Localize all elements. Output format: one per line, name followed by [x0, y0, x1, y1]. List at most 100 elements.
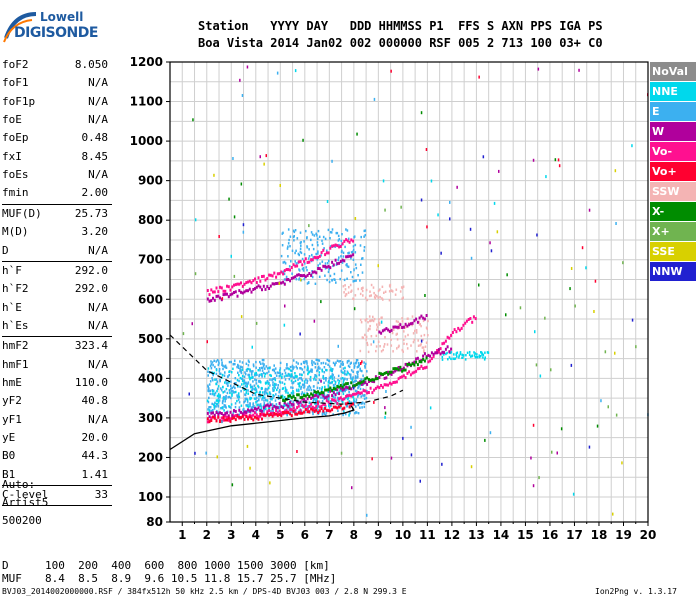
- trace-point: [343, 387, 346, 391]
- echo-trace: [206, 253, 355, 303]
- noise-point: [246, 444, 249, 448]
- noise-point: [594, 279, 597, 283]
- trace-point: [465, 319, 468, 323]
- trace-point: [338, 245, 341, 249]
- trace-point: [332, 244, 335, 248]
- trace-point: [427, 360, 430, 364]
- echo-point: [376, 323, 378, 326]
- echo-point: [263, 390, 266, 394]
- echo-point: [269, 384, 271, 387]
- x-tick-label: 11: [419, 528, 436, 542]
- trace-point: [411, 321, 414, 325]
- noise-point: [194, 218, 197, 222]
- echo-point: [372, 286, 375, 289]
- echo-point: [222, 385, 224, 389]
- echo-point: [281, 381, 284, 384]
- echo-point: [382, 298, 384, 301]
- echo-point: [287, 245, 289, 248]
- echo-point: [252, 403, 254, 406]
- trace-point: [394, 325, 397, 329]
- trace-point: [357, 391, 360, 394]
- echo-point: [268, 406, 271, 409]
- param-row: C-level 33: [2, 486, 110, 504]
- d-row: D 100 200 400 600 800 1000 1500 3000 [km]: [2, 559, 330, 572]
- echo-point: [353, 366, 356, 369]
- echo-point: [335, 281, 337, 284]
- echo-point: [379, 345, 381, 348]
- echo-point: [422, 338, 424, 341]
- echo-point: [228, 395, 231, 399]
- trace-point: [304, 394, 307, 398]
- echo-point: [363, 405, 366, 409]
- y-tick-label: 600: [138, 292, 163, 306]
- trace-point: [402, 325, 405, 329]
- trace-point: [450, 347, 453, 351]
- echo-point: [407, 333, 409, 337]
- echo-point: [303, 361, 305, 364]
- echo-point: [264, 387, 267, 391]
- trace-point: [275, 405, 278, 409]
- echo-point: [353, 236, 355, 239]
- echo-point: [353, 400, 355, 403]
- echo-point: [289, 406, 291, 409]
- echo-point: [272, 387, 274, 390]
- trace-point: [299, 400, 302, 404]
- legend-item: X-: [650, 202, 696, 221]
- trace-point: [266, 412, 269, 416]
- echo-point: [275, 403, 278, 406]
- param-name: foE: [2, 113, 22, 127]
- trace-point: [301, 403, 304, 407]
- trace-point: [338, 261, 341, 265]
- trace-point: [422, 354, 425, 358]
- echo-point: [359, 367, 361, 370]
- echo-point: [288, 238, 290, 242]
- echo-point: [367, 327, 370, 331]
- echo-point: [228, 381, 230, 384]
- echo-point: [327, 363, 329, 366]
- echo-point: [222, 364, 224, 367]
- echo-point: [215, 405, 217, 408]
- trace-point: [399, 368, 402, 372]
- echo-point: [308, 388, 310, 392]
- echo-point: [402, 350, 404, 353]
- echo-point: [411, 315, 414, 318]
- param-value: N/A: [88, 168, 108, 182]
- echo-point: [347, 265, 350, 268]
- trace-point: [387, 328, 390, 332]
- trace-point: [325, 265, 328, 269]
- trace-point: [215, 286, 218, 290]
- echo-point: [308, 248, 310, 251]
- trace-point: [425, 365, 428, 369]
- echo-point: [287, 242, 290, 245]
- trace-point: [317, 402, 320, 406]
- echo-point: [348, 365, 351, 369]
- trace-point: [331, 244, 334, 248]
- param-name: hmF1: [2, 357, 29, 371]
- echo-point: [399, 290, 402, 293]
- echo-point: [284, 262, 287, 265]
- trace-point: [402, 368, 405, 372]
- echo-point: [286, 364, 288, 367]
- param-row: h`F2 292.0: [2, 280, 110, 298]
- echo-point: [359, 244, 362, 247]
- trace-point: [271, 414, 274, 418]
- echo-point: [259, 390, 261, 394]
- echo-point: [326, 278, 328, 282]
- echo-point: [375, 345, 378, 348]
- trace-point: [334, 387, 337, 391]
- legend-item: NNW: [650, 262, 696, 281]
- header-line-labels: Station YYYY DAY DDD HHMMSS P1 FFS S AXN…: [198, 19, 603, 33]
- trace-point: [418, 366, 421, 370]
- echo-point: [253, 397, 256, 400]
- echo-point: [261, 366, 264, 370]
- echo-point: [352, 280, 355, 283]
- trace-point: [219, 296, 221, 300]
- echo-point: [423, 333, 426, 337]
- noise-point: [230, 254, 232, 258]
- echo-point: [285, 367, 288, 370]
- trace-point: [234, 283, 237, 287]
- echo-point: [344, 288, 347, 291]
- echo-point: [305, 266, 308, 269]
- trace-point: [345, 255, 348, 259]
- x-tick-label: 17: [566, 528, 583, 542]
